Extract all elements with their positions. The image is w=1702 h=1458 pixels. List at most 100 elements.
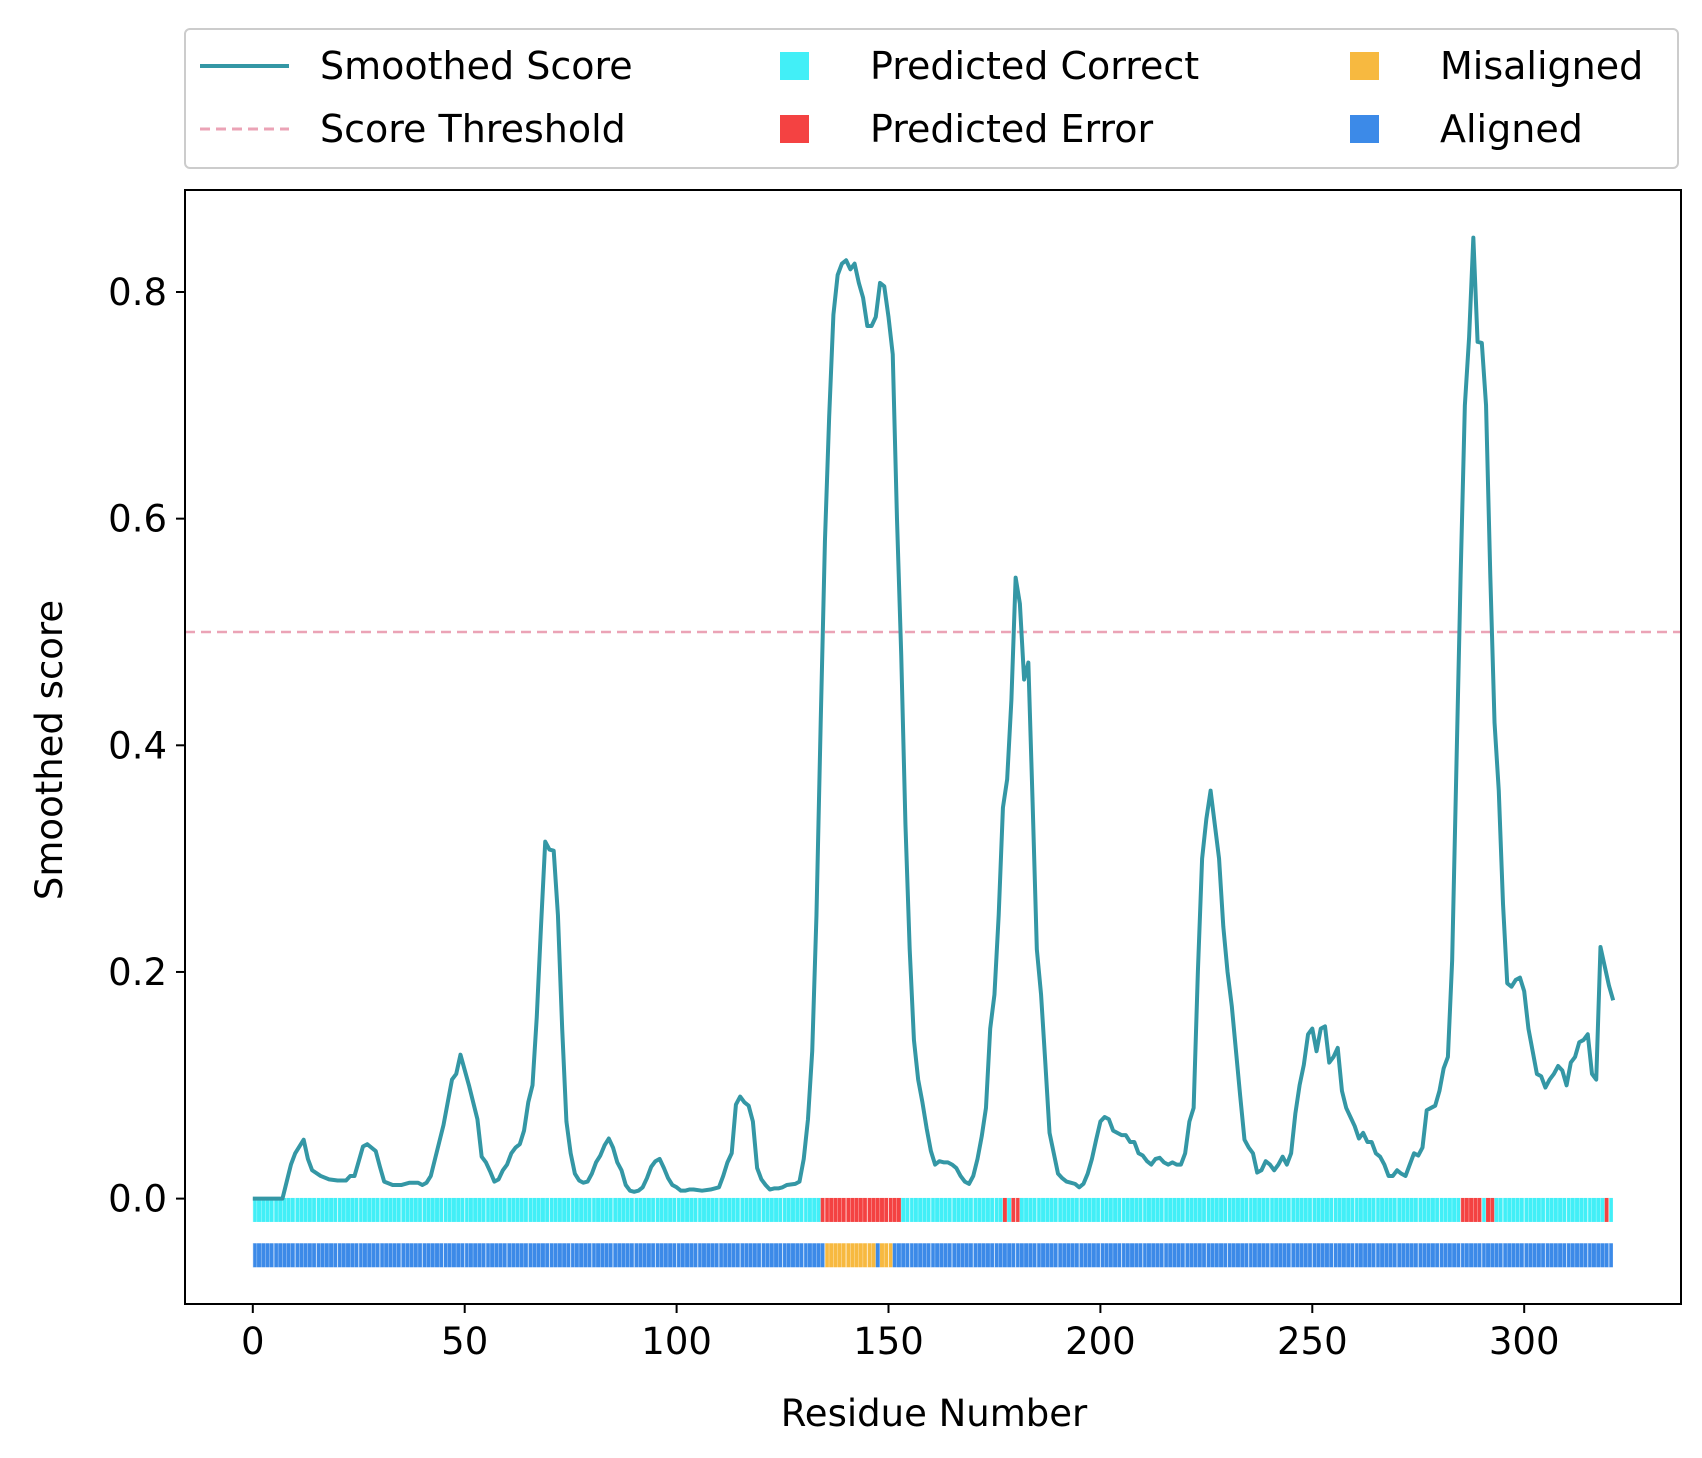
residue-cell-aligned [1176, 1243, 1181, 1268]
residue-cell-aligned [769, 1243, 774, 1268]
score-line-layer [252, 235, 1616, 1201]
residue-cell-predicted-correct [1452, 1197, 1457, 1222]
residue-cell-predicted-correct [1176, 1197, 1181, 1222]
residue-cell-aligned [621, 1243, 626, 1268]
residue-cell-predicted-correct [1265, 1197, 1270, 1222]
residue-cell-predicted-correct [1138, 1197, 1143, 1222]
residue-cell-predicted-correct [1511, 1197, 1516, 1222]
residue-cell-predicted-correct [1113, 1197, 1118, 1222]
residue-cell-predicted-correct [994, 1197, 999, 1222]
residue-cell-aligned [1002, 1243, 1007, 1268]
residue-cell-aligned [638, 1243, 643, 1268]
residue-cell-predicted-error [1486, 1197, 1490, 1222]
residue-cell-predicted-correct [706, 1197, 711, 1222]
residue-cell-predicted-correct [985, 1197, 990, 1222]
residue-cell-aligned [1490, 1243, 1495, 1268]
y-tick-label: 0.8 [108, 271, 167, 314]
residue-cell-aligned [1117, 1243, 1122, 1268]
residue-cell-aligned [358, 1243, 363, 1268]
residue-cell-aligned [735, 1243, 740, 1268]
residue-cell-predicted-correct [460, 1197, 465, 1222]
residue-cell-aligned [697, 1243, 702, 1268]
residue-cell-predicted-correct [528, 1197, 533, 1222]
residue-cell-predicted-correct [1083, 1197, 1088, 1222]
residue-cell-predicted-correct [362, 1197, 367, 1222]
residue-cell-aligned [1019, 1243, 1024, 1268]
residue-cell-predicted-correct [1100, 1197, 1105, 1222]
residue-cell-predicted-correct [740, 1197, 745, 1222]
residue-cell-aligned [952, 1243, 957, 1268]
residue-cell-predicted-correct [570, 1197, 575, 1222]
residue-cell-predicted-correct [1214, 1197, 1219, 1222]
residue-cell-predicted-correct [625, 1197, 630, 1222]
residue-cell-predicted-correct [494, 1197, 499, 1222]
residue-cell-aligned [490, 1243, 495, 1268]
residue-cell-aligned [1011, 1243, 1016, 1268]
residue-cell-aligned [587, 1243, 592, 1268]
residue-cell-aligned [1553, 1243, 1558, 1268]
residue-cell-predicted-correct [1117, 1197, 1122, 1222]
residue-cell-predicted-correct [1481, 1197, 1486, 1222]
residue-cell-predicted-correct [1397, 1197, 1401, 1222]
residue-cell-predicted-correct [1341, 1197, 1346, 1222]
residue-cell-predicted-correct [1384, 1197, 1389, 1222]
residue-cell-aligned [333, 1243, 338, 1268]
residue-cell-predicted-correct [1286, 1197, 1291, 1222]
residue-cell-predicted-correct [1087, 1197, 1092, 1222]
residue-cell-predicted-correct [286, 1197, 291, 1222]
residue-cell-aligned [765, 1243, 770, 1268]
residue-cell-predicted-correct [1558, 1197, 1563, 1222]
residue-cell-predicted-correct [1439, 1197, 1444, 1222]
residue-cell-aligned [1541, 1243, 1546, 1268]
residue-cell-predicted-correct [1498, 1197, 1503, 1222]
residue-cell-aligned [807, 1243, 812, 1268]
residue-cell-aligned [820, 1243, 825, 1268]
residue-cell-aligned [1494, 1243, 1499, 1268]
residue-cell-predicted-correct [1227, 1197, 1232, 1222]
residue-cell-predicted-correct [1375, 1197, 1380, 1222]
residue-cell-predicted-error [875, 1197, 880, 1222]
residue-cell-predicted-correct [269, 1197, 274, 1222]
residue-cell-predicted-correct [1575, 1197, 1579, 1222]
residue-cell-predicted-correct [439, 1197, 444, 1222]
residue-cell-predicted-correct [930, 1197, 935, 1222]
residue-cell-predicted-correct [456, 1197, 461, 1222]
residue-cell-predicted-correct [1180, 1197, 1185, 1222]
residue-cell-aligned [1481, 1243, 1486, 1268]
residue-cell-predicted-correct [1193, 1197, 1198, 1222]
residue-cell-predicted-correct [774, 1197, 779, 1222]
residue-cell-predicted-correct [778, 1197, 783, 1222]
residue-cell-aligned [307, 1243, 312, 1268]
residue-cell-aligned [316, 1243, 321, 1268]
residue-cell-aligned [401, 1243, 406, 1268]
residue-cell-aligned [1435, 1243, 1440, 1268]
residue-cell-predicted-correct [1121, 1197, 1126, 1222]
residue-cell-predicted-correct [769, 1197, 774, 1222]
residue-cell-aligned [1558, 1243, 1563, 1268]
residue-cell-predicted-correct [1053, 1197, 1058, 1222]
residue-cell-aligned [1464, 1243, 1469, 1268]
residue-cell-predicted-correct [426, 1197, 431, 1222]
x-tick-label: 300 [1489, 1320, 1560, 1363]
residue-cell-predicted-correct [451, 1197, 456, 1222]
residue-cell-aligned [1308, 1243, 1312, 1268]
residue-cell-aligned [913, 1243, 918, 1268]
residue-cell-predicted-correct [1401, 1197, 1406, 1222]
residue-cell-aligned [1303, 1243, 1308, 1268]
residue-cell-predicted-correct [731, 1197, 736, 1222]
residue-cell-aligned [1401, 1243, 1406, 1268]
residue-cell-aligned [672, 1243, 677, 1268]
residue-cell-predicted-correct [1299, 1197, 1304, 1222]
residue-cell-predicted-correct [935, 1197, 940, 1222]
residue-cell-predicted-correct [265, 1197, 270, 1222]
residue-cell-predicted-correct [574, 1197, 579, 1222]
residue-cell-aligned [1108, 1243, 1113, 1268]
residue-cell-predicted-error [841, 1197, 846, 1222]
residue-cell-aligned [634, 1243, 639, 1268]
residue-cell-predicted-error [837, 1197, 842, 1222]
residue-cell-predicted-correct [1325, 1197, 1329, 1222]
residue-cell-predicted-correct [1545, 1197, 1550, 1222]
residue-cell-aligned [1562, 1243, 1567, 1268]
residue-cell-predicted-correct [464, 1197, 469, 1222]
residue-cell-predicted-correct [1354, 1197, 1359, 1222]
